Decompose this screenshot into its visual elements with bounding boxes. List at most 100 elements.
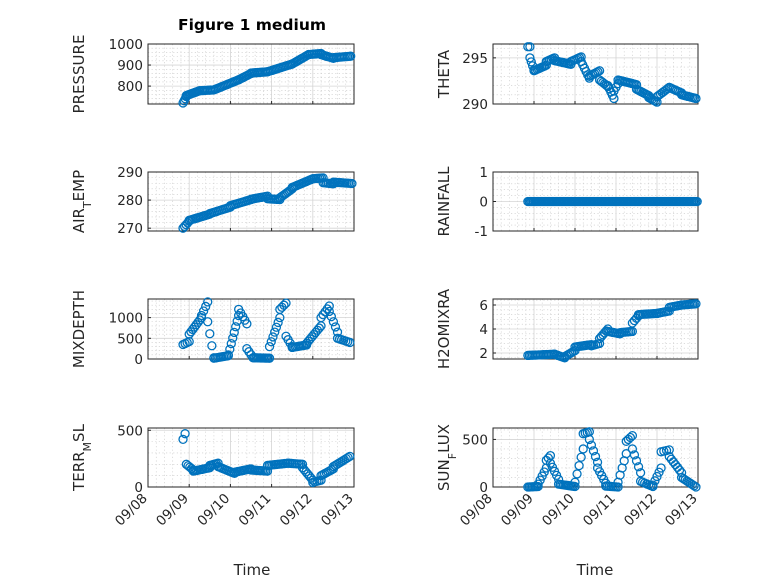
data-point xyxy=(196,310,207,321)
data-point xyxy=(627,430,638,441)
data-point xyxy=(330,322,341,332)
y-tick-label: 500 xyxy=(462,432,488,448)
data-point xyxy=(648,480,658,490)
data-point xyxy=(629,450,640,460)
data-point xyxy=(594,66,605,76)
y-tick-label: 1000 xyxy=(109,311,143,327)
data-point xyxy=(692,196,702,207)
y-tick-label: 1 xyxy=(479,165,488,181)
y-axis-label-3: RAINFALL xyxy=(435,166,453,237)
axis-mixdepth: 0 500 1000 MIXDEPTH xyxy=(70,290,355,368)
data-point xyxy=(526,57,536,67)
axis-theta: 290 295 THETA xyxy=(435,42,701,113)
axis-pressure: 800 900 1000 PRESSURE xyxy=(70,35,356,114)
data-point xyxy=(233,310,244,321)
data-point xyxy=(652,471,662,482)
y-tick-label: 290 xyxy=(462,97,488,113)
axis-rainfall: -1 0 1 RAINFALL xyxy=(435,165,702,240)
data-point xyxy=(198,306,209,316)
y-tick-label: 800 xyxy=(117,79,143,95)
data-point xyxy=(324,306,334,317)
y-tick-label: 290 xyxy=(117,165,143,181)
y-tick-label: 900 xyxy=(117,58,143,74)
data-point xyxy=(242,319,252,329)
data-point xyxy=(578,444,588,454)
y-axis-label-6: TERRMSL xyxy=(70,423,94,492)
data-point xyxy=(570,481,580,492)
data-point xyxy=(345,337,355,348)
axes-frame xyxy=(147,171,355,232)
data-point xyxy=(525,53,535,63)
y-tick-label: 6 xyxy=(479,298,488,314)
data-point xyxy=(207,341,217,351)
data-point xyxy=(203,317,213,327)
data-point xyxy=(594,338,605,349)
data-point xyxy=(297,459,308,469)
data-point xyxy=(178,434,188,445)
data-point xyxy=(627,444,638,454)
data-point xyxy=(584,434,594,445)
data-point xyxy=(631,456,642,466)
axis-air-temp: 270 280 290 AIRTEMP xyxy=(70,165,357,237)
data-point xyxy=(691,482,701,492)
data-point xyxy=(229,327,239,338)
data-point xyxy=(264,353,275,363)
y-tick-label: 2 xyxy=(479,346,488,362)
y-axis-label-1: THETA xyxy=(435,49,453,99)
y-axis-label-2: AIRTEMP xyxy=(70,170,94,233)
y-tick-label: 500 xyxy=(117,423,143,439)
data-point xyxy=(613,482,623,492)
data-point xyxy=(576,452,586,462)
data-point xyxy=(691,93,701,104)
y-tick-label: 0 xyxy=(134,480,143,496)
y-tick-label: -1 xyxy=(475,224,488,240)
data-point xyxy=(676,468,687,478)
data-point xyxy=(570,477,580,487)
data-point xyxy=(201,301,211,312)
y-tick-label: 270 xyxy=(117,221,143,237)
data-point xyxy=(625,432,635,443)
data-point xyxy=(322,304,332,314)
data-point xyxy=(231,322,241,332)
data-point xyxy=(345,451,355,462)
data-point xyxy=(543,453,553,463)
y-axis-label-7: SUNFLUX xyxy=(435,424,459,491)
data-point xyxy=(268,332,278,342)
data-point xyxy=(223,350,233,360)
data-point xyxy=(664,445,674,455)
data-point xyxy=(226,338,236,349)
x-axis-label-left: Time xyxy=(233,561,271,579)
data-point xyxy=(650,476,660,486)
data-point xyxy=(654,467,664,477)
data-point xyxy=(574,460,584,471)
y-axis-label-4: MIXDEPTH xyxy=(70,290,88,368)
data-point xyxy=(228,333,238,343)
axis-h2omixra: 2 4 6 H2OMIXRA xyxy=(435,288,701,369)
data-point xyxy=(689,481,699,491)
axes-frame xyxy=(492,43,699,105)
data-point xyxy=(656,463,666,473)
data-point xyxy=(314,323,324,333)
data-point xyxy=(691,299,701,309)
data-point xyxy=(324,301,334,311)
y-tick-label: 0 xyxy=(479,195,488,211)
data-point xyxy=(264,341,275,352)
y-axis-label-0: PRESSURE xyxy=(70,35,88,114)
data-point xyxy=(180,429,190,439)
data-point xyxy=(590,451,601,462)
data-point xyxy=(270,327,280,337)
figure-title: Figure 1 medium xyxy=(178,16,326,34)
data-point xyxy=(326,311,336,322)
data-point xyxy=(662,84,673,94)
data-point xyxy=(273,317,283,328)
data-point xyxy=(266,337,276,347)
data-point xyxy=(588,446,599,456)
data-point xyxy=(343,452,353,463)
data-point xyxy=(203,297,213,307)
y-tick-label: 0 xyxy=(479,480,488,496)
y-tick-label: 4 xyxy=(479,322,488,338)
y-axis-label-5: H2OMIXRA xyxy=(435,288,453,369)
data-point xyxy=(279,300,289,310)
data-point xyxy=(525,42,535,52)
